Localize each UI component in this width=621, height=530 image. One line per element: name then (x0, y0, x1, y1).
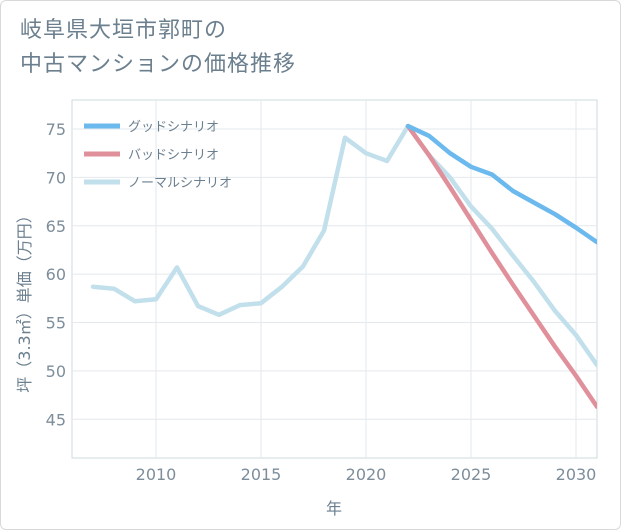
series-line-0 (405, 123, 597, 245)
chart-title-line1: 岐阜県大垣市郭町の (20, 18, 228, 43)
grid-lines (72, 100, 597, 458)
x-tick-label: 2015 (241, 465, 282, 484)
y-tick-label: 45 (46, 410, 66, 429)
y-tick-label: 60 (46, 265, 66, 284)
y-axis-label: 坪（3.3㎡）単価（万円） (15, 207, 34, 392)
x-tick-label: 2025 (451, 465, 492, 484)
legend-label: グッドシナリオ (128, 120, 219, 135)
y-tick-label: 70 (46, 168, 66, 187)
chart-title-line2: 中古マンションの価格推移 (20, 52, 297, 77)
x-tick-label: 2010 (136, 465, 177, 484)
series-layer (90, 123, 597, 409)
legend-label: ノーマルシナリオ (128, 176, 232, 191)
series-line-1 (405, 123, 597, 409)
tick-labels: 2010 2015 2020 2025 2030 45 50 55 60 65 70 75 (46, 120, 597, 484)
chart-title: 岐阜県大垣市郭町の 中古マンションの価格推移 (20, 14, 420, 82)
y-tick-label: 55 (46, 314, 66, 333)
y-tick-label: 50 (46, 362, 66, 381)
x-axis-label: 年 (326, 499, 342, 518)
series-line-2 (90, 123, 597, 368)
x-tick-label: 2020 (346, 465, 387, 484)
x-tick-label: 2030 (556, 465, 597, 484)
legend-label: バッドシナリオ (128, 148, 219, 163)
y-tick-label: 65 (46, 217, 66, 236)
y-tick-label: 75 (46, 120, 66, 139)
